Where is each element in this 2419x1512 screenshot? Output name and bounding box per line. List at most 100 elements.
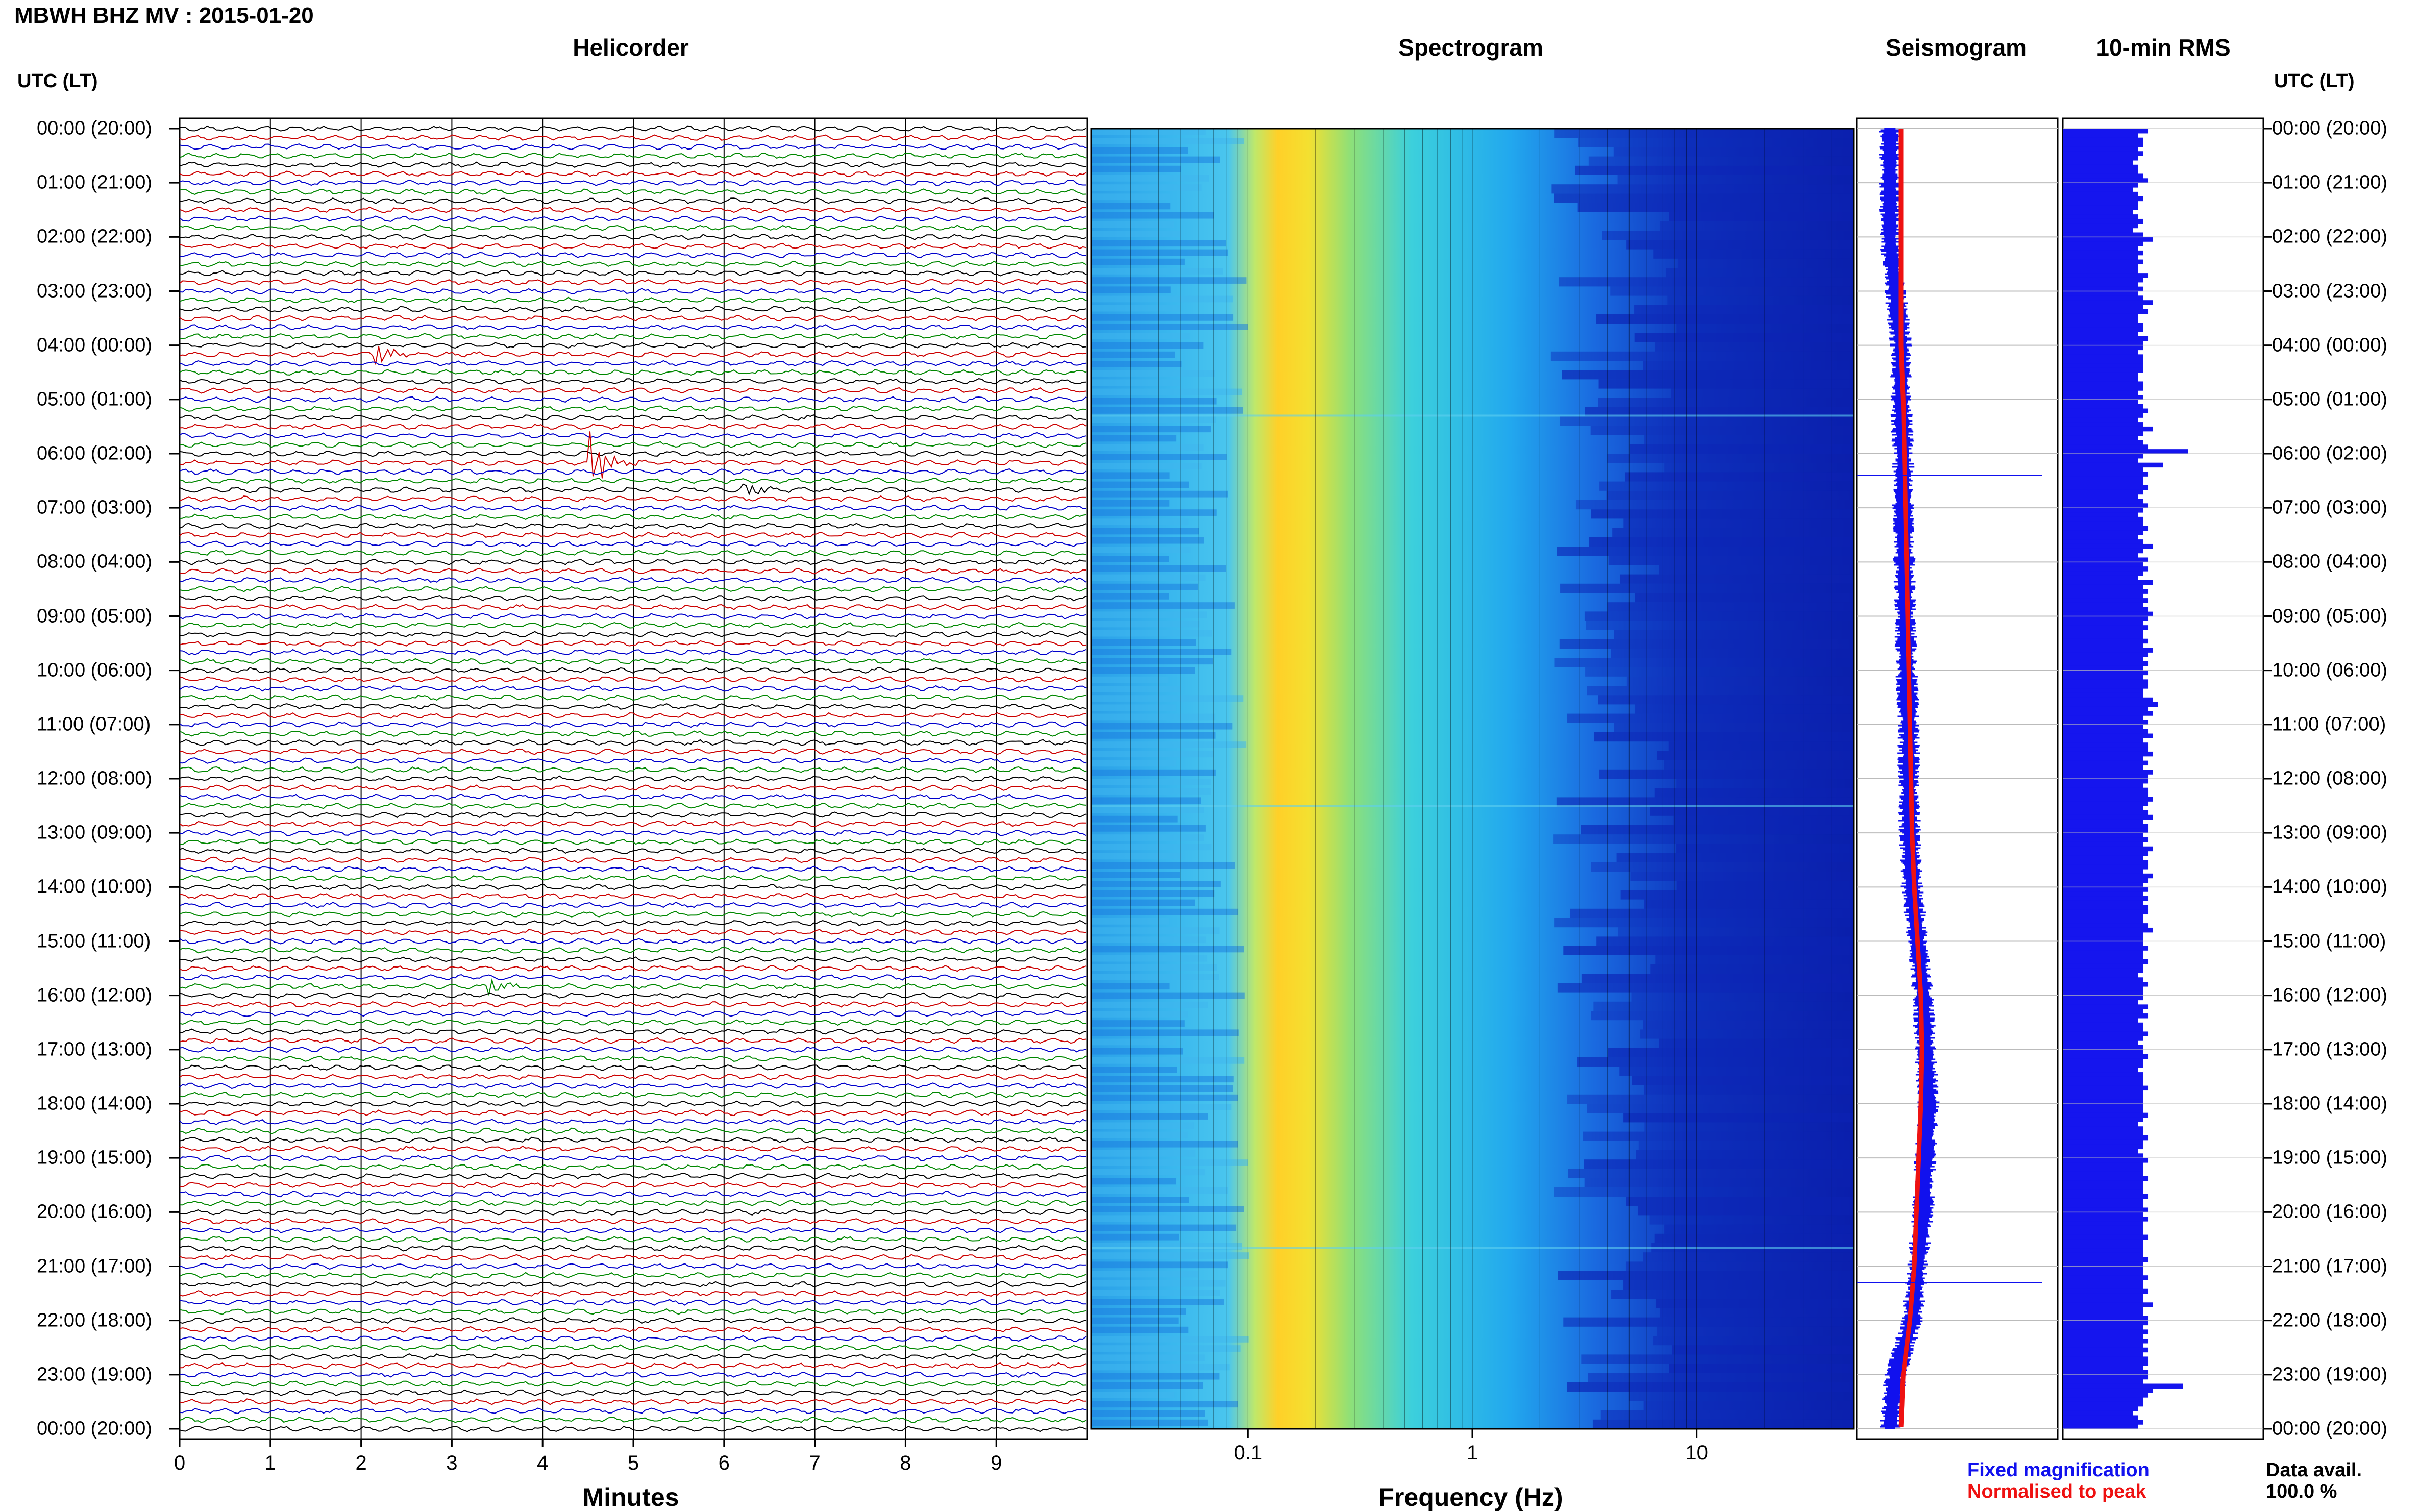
rms-bar [2063, 810, 2149, 815]
spectrogram-lowfreq-band [1091, 1224, 1237, 1231]
spectrogram-lowfreq-band [1091, 667, 1195, 674]
rms-bar [2063, 909, 2149, 915]
rms-bar [2063, 218, 2143, 224]
spectrogram-highfreq-band [1626, 1197, 1854, 1206]
helicorder-trace [179, 431, 1087, 479]
rms-bar [2063, 503, 2149, 508]
helicorder-trace [179, 1046, 1087, 1053]
rms-bar [2063, 133, 2138, 138]
spectrogram-title: Spectrogram [1398, 34, 1543, 61]
rms-bar [2063, 201, 2138, 206]
rms-bar [2063, 1221, 2143, 1226]
helicorder-trace [179, 468, 1087, 475]
helicorder-trace [180, 1200, 1087, 1207]
helicorder-trace [179, 1019, 1087, 1026]
spectrogram-highfreq-band [1655, 342, 1854, 352]
helicorder-trace [179, 550, 1087, 557]
spectrogram-highfreq-band [1611, 649, 1854, 658]
rms-bar [2063, 196, 2143, 202]
helicorder-trace [179, 1407, 1087, 1414]
spectrogram-lowfreq-band [1091, 1178, 1176, 1185]
rms-bar [2063, 602, 2143, 608]
hour-label-right: 06:00 (02:00) [2272, 442, 2388, 464]
spectrogram-lowfreq-band [1091, 129, 1206, 135]
spectrogram-highfreq-band [1664, 760, 1854, 770]
helicorder-trace [179, 324, 1087, 331]
spectrogram-highfreq-band [1643, 1401, 1854, 1410]
hour-label-left: 21:00 (17:00) [37, 1255, 153, 1277]
spectrogram-highfreq-band [1650, 964, 1854, 974]
spectrogram-lowfreq-band [1091, 528, 1200, 535]
minute-tick-label: 2 [355, 1452, 366, 1474]
helicorder-trace [179, 197, 1087, 204]
helicorder-trace [179, 1380, 1087, 1387]
spectrogram-lowfreq-band [1091, 361, 1182, 367]
helicorder-trace [179, 143, 1087, 150]
helicorder-trace [179, 865, 1087, 873]
spectrogram-highfreq-band [1554, 918, 1854, 928]
spectrogram-lowfreq-band [1091, 713, 1216, 721]
rms-bar [2063, 526, 2149, 531]
spectrogram-lowfreq-band [1091, 695, 1244, 702]
rms-bar [2063, 268, 2138, 274]
hour-label-left: 05:00 (01:00) [37, 388, 153, 410]
spectrogram-highfreq-band [1593, 1001, 1854, 1011]
frequency-tick-label: 10 [1685, 1442, 1708, 1464]
helicorder-trace [179, 414, 1087, 421]
rms-bar [2063, 1325, 2143, 1330]
spectrogram-lowfreq-band [1091, 602, 1235, 609]
helicorder-trace [179, 965, 1087, 972]
rms-bar [2063, 512, 2138, 517]
rms-bar [2063, 824, 2149, 829]
spectrogram-highfreq-band [1676, 844, 1854, 853]
rms-bar [2063, 955, 2143, 960]
rms-bar [2063, 1131, 2143, 1136]
hour-label-left: 23:00 (19:00) [37, 1364, 153, 1385]
rms-bar [2063, 232, 2143, 237]
spectrogram-highfreq-band [1587, 686, 1854, 696]
hour-label-left: 19:00 (15:00) [37, 1147, 153, 1169]
spectrogram-highfreq-band [1577, 203, 1854, 212]
rms-bar [2063, 1261, 2143, 1267]
helicorder-trace [180, 577, 1087, 584]
helicorder-trace [179, 703, 1087, 710]
rms-bar [2063, 751, 2153, 757]
minute-tick-label: 6 [719, 1452, 730, 1474]
spectrogram-lowfreq-band [1091, 769, 1216, 776]
spectrogram-lowfreq-band [1091, 1029, 1239, 1036]
spectrogram-lowfreq-band [1091, 630, 1212, 637]
rms-bar [2063, 1203, 2143, 1208]
helicorder-trace [179, 1082, 1087, 1089]
spectrogram-lowfreq-band [1091, 862, 1235, 869]
spectrogram-highfreq-band [1560, 583, 1854, 593]
minute-tick-label: 9 [991, 1452, 1002, 1474]
helicorder-trace [179, 1353, 1087, 1360]
hour-label-left: 18:00 (14:00) [37, 1093, 153, 1114]
axes: 0.1 1 10 0 1 2 3 4 5 6 7 8 9 [169, 128, 2272, 1474]
spectrogram-highfreq-band [1584, 611, 1854, 621]
rms-bar [2063, 593, 2143, 599]
helicorder-trace [179, 1145, 1086, 1152]
hour-label-left: 04:00 (00:00) [37, 334, 153, 356]
rms-bar [2063, 733, 2153, 738]
hour-label-right: 09:00 (05:00) [2272, 605, 2388, 627]
helicorder-panel [179, 117, 1088, 1440]
spectrogram-highfreq-band [1554, 658, 1854, 667]
helicorder-trace [179, 604, 1087, 611]
rms-bar [2063, 282, 2138, 287]
rms-bar [2063, 747, 2149, 752]
spectrogram-highfreq-band [1620, 574, 1854, 584]
helicorder-trace [179, 170, 1087, 178]
rms-bar [2063, 765, 2143, 770]
spectrogram-highfreq-band [1606, 490, 1854, 500]
spectrogram-highfreq-band [1559, 277, 1854, 287]
rms-bar [2063, 1374, 2149, 1380]
spectrogram-lowfreq-band [1091, 463, 1202, 469]
rms-bar [2063, 1149, 2138, 1154]
spectrogram-lowfreq-band [1091, 936, 1206, 944]
helicorder-trace [179, 369, 1087, 376]
helicorder-trace [179, 1317, 1087, 1324]
rms-bar [2063, 770, 2153, 775]
rms-bar [2063, 711, 2153, 716]
spectrogram-highfreq-band [1673, 815, 1854, 825]
